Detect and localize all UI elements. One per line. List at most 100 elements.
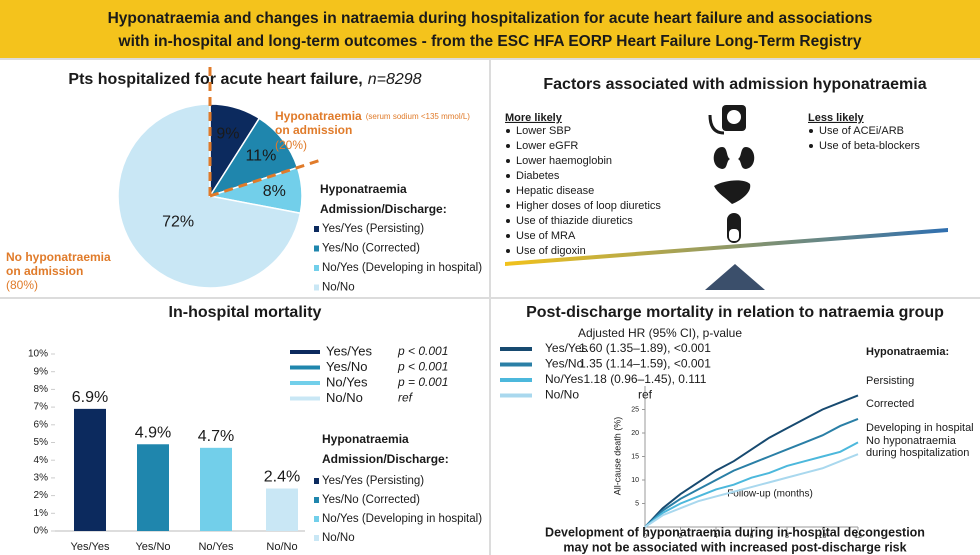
y-tick-label: 3% — [34, 473, 49, 484]
legend-swatch — [314, 284, 319, 291]
bar — [74, 408, 106, 531]
panel — [491, 60, 980, 297]
legend-title: Admission/Discharge: — [322, 452, 449, 466]
end-label: Developing in hospital — [866, 422, 974, 434]
chart-title: Pts hospitalized for acute heart failure… — [68, 71, 421, 88]
hr-header: Adjusted HR (95% CI), p-value — [578, 326, 742, 340]
x-tick-label: Yes/No — [135, 541, 170, 553]
x-tick-label: 0 — [643, 533, 647, 540]
hr-value: 1.18 (0.96–1.45), 0.111 — [584, 372, 707, 386]
legend-swatch — [314, 516, 319, 522]
hr-value: 1.60 (1.35–1.89), <0.001 — [579, 341, 711, 355]
icon-kidney — [713, 147, 730, 169]
value-label: 6.9% — [72, 389, 108, 406]
legend-label: No/Yes (Developing in hospital) — [322, 513, 482, 525]
value-label: 4.7% — [198, 428, 234, 445]
y-tick-label: 6% — [34, 419, 49, 430]
page-title: Hyponatraemia and changes in natraemia d… — [108, 10, 873, 27]
legend-label: No/Yes — [326, 374, 368, 389]
value-label: 11% — [245, 148, 276, 165]
divider — [209, 157, 325, 198]
icons — [708, 105, 755, 243]
panel-title: Factors associated with admission hypona… — [543, 76, 926, 93]
footnote: may not be associated with increased pos… — [563, 540, 906, 554]
bullet — [506, 234, 510, 238]
x-tick-label: 2 — [679, 533, 683, 540]
y-tick-label: 8% — [34, 384, 49, 395]
annotation: Hyponatraemia — [275, 109, 362, 123]
bullet — [506, 174, 510, 178]
end-label: Persisting — [866, 375, 914, 387]
bar — [266, 488, 298, 531]
bullet — [506, 204, 510, 208]
factor-item: Use of beta-blockers — [819, 140, 920, 152]
legend-swatch — [314, 535, 319, 541]
legend-label: No/No — [545, 388, 579, 402]
legend-label: Yes/Yes — [326, 343, 373, 358]
y-tick-label: 4% — [34, 455, 49, 466]
annotation: No hyponatraemia — [6, 250, 111, 264]
legend-swatch — [314, 265, 319, 271]
x-axis-label: Follow-up (months) — [727, 489, 813, 500]
legend-label: No/Yes — [545, 372, 583, 386]
bullet — [506, 249, 510, 253]
balance-beam — [505, 228, 948, 266]
x-tick-label: Yes/Yes — [71, 541, 110, 553]
annotation: on admission — [6, 264, 83, 278]
icon-pill — [729, 229, 739, 241]
bullet — [506, 144, 510, 148]
legend-label: No/No — [322, 532, 355, 544]
factor-item: Use of thiazide diuretics — [516, 215, 633, 227]
y-tick-label: 5 — [635, 500, 639, 507]
legend-title: Hyponatraemia — [322, 432, 409, 446]
annotation: (serum sodium <135 mmol/L) — [366, 112, 471, 121]
y-tick-label: 25 — [631, 406, 639, 413]
factor-item: Diabetes — [516, 170, 560, 182]
legend-label: Yes/No (Corrected) — [322, 243, 420, 255]
legend-swatch — [314, 245, 319, 252]
balance-fulcrum — [705, 264, 765, 290]
annotation: Hyponatraemia (serum sodium <135 mmol/L) — [275, 109, 470, 123]
legend-label: No/Yes (Developing in hospital) — [322, 262, 482, 274]
legend-label: Yes/No — [545, 357, 584, 371]
value-label: 72% — [162, 214, 194, 231]
factor-item: Lower haemoglobin — [516, 155, 612, 167]
y-tick-label: 15 — [631, 453, 639, 460]
annotation: (20%) — [275, 138, 307, 152]
chart-title: Pts hospitalized for acute heart failure… — [68, 71, 362, 88]
legend-label: Yes/No — [326, 359, 367, 374]
legend-label: Yes/No (Corrected) — [322, 494, 420, 506]
footnote: Development of hyponatraemia during in-h… — [545, 525, 925, 539]
y-tick-label: 9% — [34, 366, 49, 377]
legend-swatch — [314, 497, 319, 503]
y-tick-label: 1% — [34, 508, 49, 519]
factor-item: Use of MRA — [516, 230, 576, 242]
y-tick-label: 7% — [34, 402, 49, 413]
chart-title: n=8298 — [368, 71, 422, 88]
x-tick-label: No/No — [266, 541, 297, 553]
y-tick-label: 10 — [631, 477, 639, 484]
p-value: p < 0.001 — [397, 344, 448, 358]
factor-item: Use of ACEi/ARB — [819, 125, 904, 137]
legend-title: Admission/Discharge: — [320, 202, 447, 216]
legend-label: Yes/Yes — [545, 341, 588, 355]
header-band — [0, 0, 980, 58]
hr-value: 1.35 (1.14–1.59), <0.001 — [579, 357, 711, 371]
hr-value: ref — [638, 388, 653, 402]
y-axis-label: All-cause death (%) — [612, 417, 622, 496]
bar — [137, 444, 169, 531]
legend-title: Hyponatraemia — [320, 182, 407, 196]
p-value: p = 0.001 — [397, 375, 448, 389]
y-tick-label: 20 — [631, 430, 639, 437]
x-tick-label: 4 — [714, 533, 718, 540]
chart-title: Post-discharge mortality in relation to … — [526, 304, 944, 321]
end-label: Corrected — [866, 398, 914, 410]
x-tick-label: 12 — [854, 533, 862, 540]
end-label-title: Hyponatraemia: — [866, 346, 949, 358]
factor-item: Higher doses of loop diuretics — [516, 200, 661, 212]
bullet — [506, 159, 510, 163]
value-label: 2.4% — [264, 469, 300, 486]
x-tick-label: 8 — [785, 533, 789, 540]
survival-curve — [644, 453, 859, 528]
list-title: More likely — [505, 112, 563, 124]
